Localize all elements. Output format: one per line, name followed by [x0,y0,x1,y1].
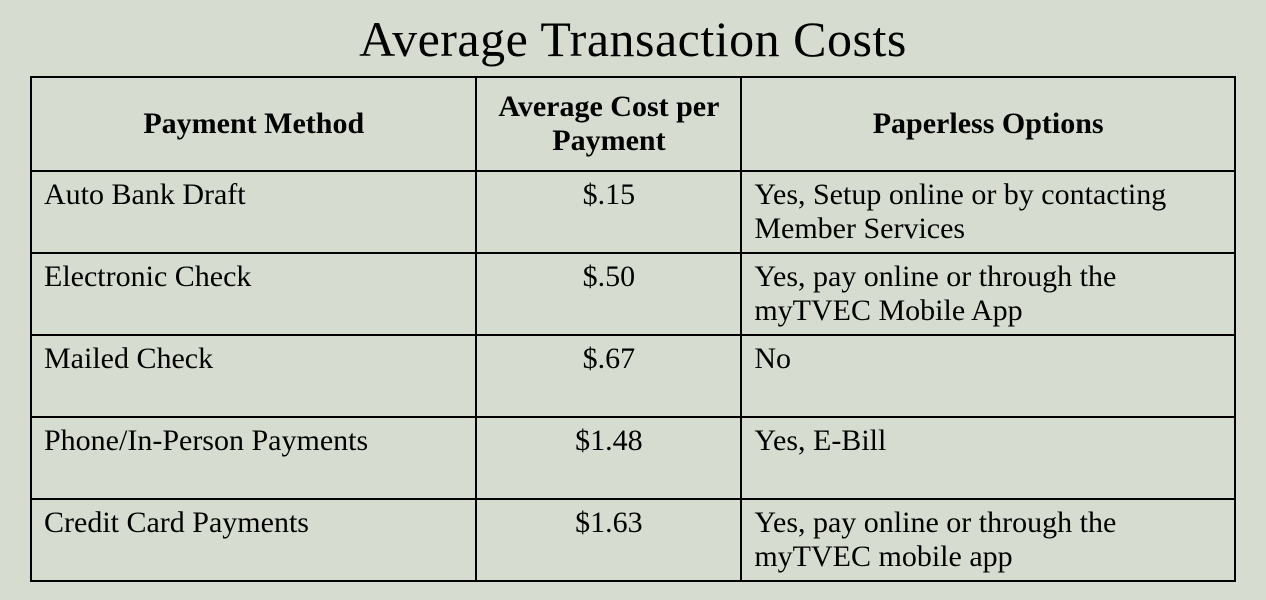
cell-cost: $.50 [476,253,741,335]
transaction-costs-table: Payment Method Average Cost per Payment … [30,76,1236,582]
col-header-paperless: Paperless Options [741,77,1235,171]
cell-cost: $.67 [476,335,741,417]
cell-paperless: Yes, pay online or through the myTVEC Mo… [741,253,1235,335]
cell-method: Phone/In-Person Payments [31,417,476,499]
cell-method: Mailed Check [31,335,476,417]
cell-method: Auto Bank Draft [31,171,476,253]
cell-cost: $1.48 [476,417,741,499]
cell-paperless: No [741,335,1235,417]
table-row: Mailed Check $.67 No [31,335,1235,417]
table-row: Phone/In-Person Payments $1.48 Yes, E-Bi… [31,417,1235,499]
table-body: Auto Bank Draft $.15 Yes, Setup online o… [31,171,1235,581]
page-title: Average Transaction Costs [30,10,1236,68]
cell-paperless: Yes, E-Bill [741,417,1235,499]
cell-method: Credit Card Payments [31,499,476,581]
cell-paperless: Yes, pay online or through the myTVEC mo… [741,499,1235,581]
cell-cost: $.15 [476,171,741,253]
table-header-row: Payment Method Average Cost per Payment … [31,77,1235,171]
cell-paperless: Yes, Setup online or by contact­ing Memb… [741,171,1235,253]
cell-method: Electronic Check [31,253,476,335]
col-header-cost: Average Cost per Payment [476,77,741,171]
table-row: Credit Card Payments $1.63 Yes, pay onli… [31,499,1235,581]
cell-cost: $1.63 [476,499,741,581]
col-header-method: Payment Method [31,77,476,171]
table-row: Electronic Check $.50 Yes, pay online or… [31,253,1235,335]
table-row: Auto Bank Draft $.15 Yes, Setup online o… [31,171,1235,253]
